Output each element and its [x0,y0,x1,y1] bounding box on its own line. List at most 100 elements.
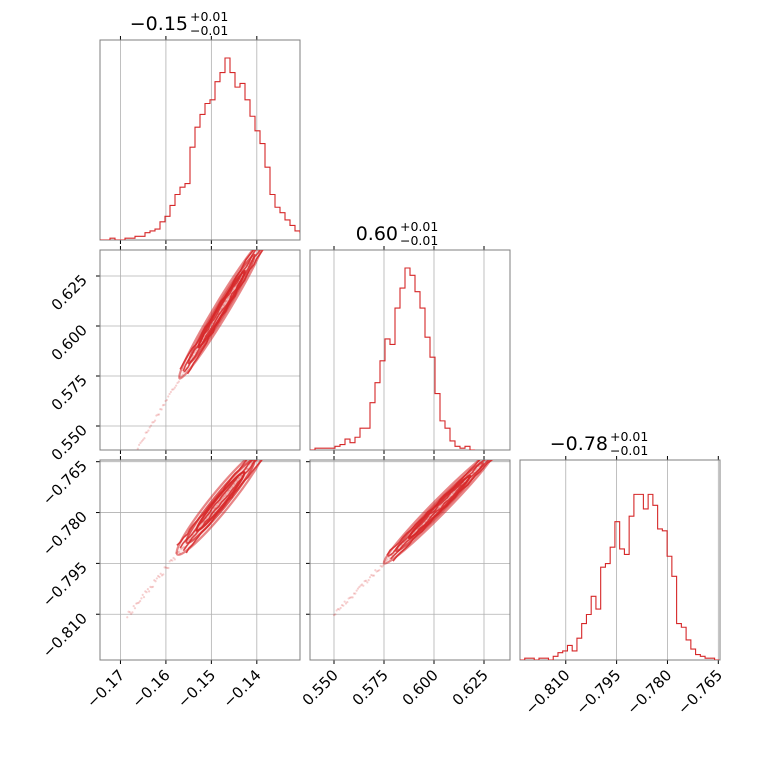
sample-point [352,592,356,595]
sample-point [133,453,135,455]
sample-point [225,299,228,303]
y-tick-label-p1: 0.625 [48,271,91,314]
sample-point [155,577,158,580]
sample-point [132,605,135,608]
sample-point [297,184,299,186]
sample-point [286,199,288,201]
sample-point [140,597,143,600]
sample-point [145,591,148,594]
contour-level-1 [382,460,497,565]
sample-point [135,449,138,450]
sample-point [364,579,368,582]
sample-point [278,430,280,432]
sample-point [157,574,160,578]
histogram-panel-p0 [99,36,301,244]
sample-point [173,558,176,561]
sample-point [167,566,170,570]
sample-point [259,451,261,453]
title-value: −0.15 [130,13,188,35]
sample-point [172,556,175,560]
sample-point [279,427,281,429]
sample-point [168,560,171,563]
sample-point [285,201,287,203]
sample-point [149,585,152,588]
sample-point [257,456,259,458]
sample-point [343,600,346,603]
scatter-content [332,445,502,617]
sample-point [181,546,184,550]
x-tick-label-p0: −0.15 [174,666,219,711]
y-tick-label-p2: −0.765 [39,457,91,509]
x-tick-label-p1: 0.575 [349,666,392,709]
contour-line [179,460,253,549]
sample-point [354,592,357,595]
sample-point [176,381,179,385]
title-lower-error: −0.01 [190,23,228,38]
sample-point [294,186,296,188]
sample-point [283,206,285,208]
sample-point [342,604,345,607]
sample-point [360,583,364,586]
sample-point [155,414,158,417]
panel-frame [309,249,511,451]
sample-point [143,437,146,440]
sample-point [169,558,173,562]
sample-point [371,574,374,577]
sample-point [160,574,164,577]
sample-point [177,550,180,553]
sample-point [153,419,157,422]
sample-point [363,580,366,583]
contour-level-3 [195,470,246,532]
sample-point [359,584,362,587]
sample-point [274,435,276,437]
sample-point [260,243,262,245]
sample-point [151,585,155,588]
y-tick-label-p2: −0.780 [39,508,91,560]
sample-point [500,445,502,447]
sample-point [142,438,145,441]
title-value: −0.78 [550,433,608,455]
sample-point [355,589,358,592]
panel-frame [519,459,721,661]
sample-point [283,419,285,421]
histogram-panel-p1 [309,246,511,454]
sample-point [130,612,133,616]
scatter-content [126,419,285,619]
panel-title-p1: 0.60 +0.01−0.01 [356,219,439,248]
sample-point [356,587,360,590]
histogram-step-p2 [520,493,720,660]
sample-point [164,566,167,569]
sample-point [163,403,166,406]
x-tick-label-p0: −0.16 [129,666,174,711]
sample-point [149,424,153,427]
sample-point [260,453,262,455]
sample-point [347,597,350,600]
sample-point [158,575,161,579]
sample-point [340,603,344,607]
sample-point [139,441,142,445]
sample-point [282,205,284,207]
sample-point [167,395,170,398]
sample-point [274,219,276,221]
sample-point [273,436,275,438]
sample-point [135,602,138,605]
contour-line [176,460,248,546]
sample-point [478,465,481,468]
sample-point [335,609,338,612]
sample-point [287,196,289,198]
panel-frame [99,459,301,661]
sample-point [273,220,275,222]
sample-point [376,569,380,572]
sample-point [134,449,136,450]
x-tick-label-p2: −0.810 [522,666,574,718]
panel-title-p0: −0.15 +0.01−0.01 [130,9,229,38]
sample-point [258,244,260,246]
sample-point [261,241,263,243]
sample-point [380,565,384,568]
scatter-panel-p1-p2 [306,445,511,664]
y-tick-label-p1: 0.550 [48,421,91,464]
sample-point [144,590,147,593]
panel-title-p2: −0.78 +0.01−0.01 [550,429,649,458]
sample-point [336,607,340,611]
